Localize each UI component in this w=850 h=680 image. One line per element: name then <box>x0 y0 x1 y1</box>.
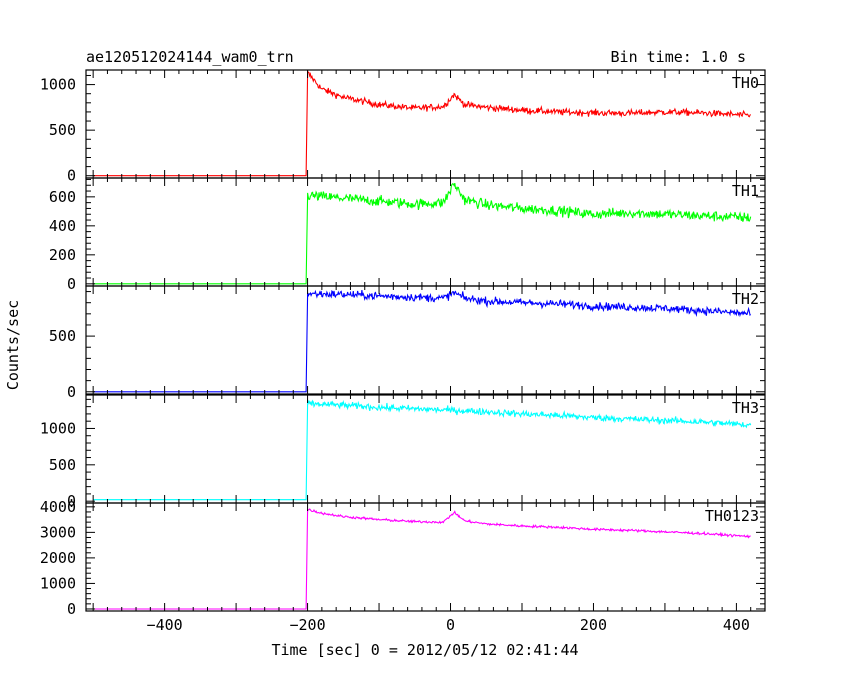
y-tick-label: 1000 <box>40 574 76 592</box>
y-axis-label: Counts/sec <box>4 300 22 390</box>
series-label-th2: TH2 <box>732 290 759 308</box>
y-tick-label: 0 <box>67 600 76 618</box>
series-label-th0123: TH0123 <box>705 507 759 525</box>
y-tick-label: 0 <box>67 383 76 401</box>
y-tick-label: 3000 <box>40 523 76 541</box>
panel-frame <box>85 177 766 287</box>
panel-frame <box>85 502 766 612</box>
panel-th3: 0 500 1000 TH3 <box>40 394 766 510</box>
y-tick-label: 500 <box>49 121 76 139</box>
panels: 0 500 1000 TH0 0 200 400 600 TH1 0 500 TH2 0 500 1000 T… <box>40 69 766 618</box>
series-line-th2 <box>93 289 752 393</box>
y-tick-label: 500 <box>49 327 76 345</box>
series-line-th0 <box>93 70 752 177</box>
y-tick-label: 600 <box>49 188 76 206</box>
series-line-th0123 <box>93 508 751 610</box>
y-tick-label: 200 <box>49 246 76 264</box>
y-tick-label: 500 <box>49 456 76 474</box>
x-tick-label: 400 <box>723 616 750 634</box>
series-label-th0: TH0 <box>732 74 759 92</box>
series-line-th3 <box>93 399 752 501</box>
y-tick-label: 0 <box>67 492 76 510</box>
x-tick-label: 0 <box>446 616 455 634</box>
x-tick-label: 200 <box>580 616 607 634</box>
panel-th2: 0 500 TH2 <box>49 285 766 401</box>
y-tick-label: 2000 <box>40 549 76 567</box>
y-tick-label: 400 <box>49 217 76 235</box>
y-tick-label: 1000 <box>40 419 76 437</box>
x-axis-label: Time [sec] 0 = 2012/05/12 02:41:44 <box>271 641 578 659</box>
chart-title: ae120512024144_wam0_trn <box>86 48 294 66</box>
panel-th0123: 0 1000 2000 3000 4000 TH0123 <box>40 498 766 618</box>
x-axis: −400 −200 0 200 400 <box>147 616 750 634</box>
series-label-th1: TH1 <box>732 182 759 200</box>
x-tick-label: −400 <box>147 616 183 634</box>
series-line-th1 <box>93 182 752 285</box>
panel-th0: 0 500 1000 TH0 <box>40 69 766 185</box>
y-tick-label: 0 <box>67 275 76 293</box>
panel-th1: 0 200 400 600 TH1 <box>49 177 766 293</box>
x-tick-label: −200 <box>290 616 326 634</box>
y-tick-label: 4000 <box>40 498 76 516</box>
y-tick-label: 1000 <box>40 76 76 94</box>
panel-frame <box>85 285 766 395</box>
panel-frame <box>85 69 766 179</box>
series-label-th3: TH3 <box>732 399 759 417</box>
y-tick-label: 0 <box>67 167 76 185</box>
bin-time-label: Bin time: 1.0 s <box>611 48 746 66</box>
